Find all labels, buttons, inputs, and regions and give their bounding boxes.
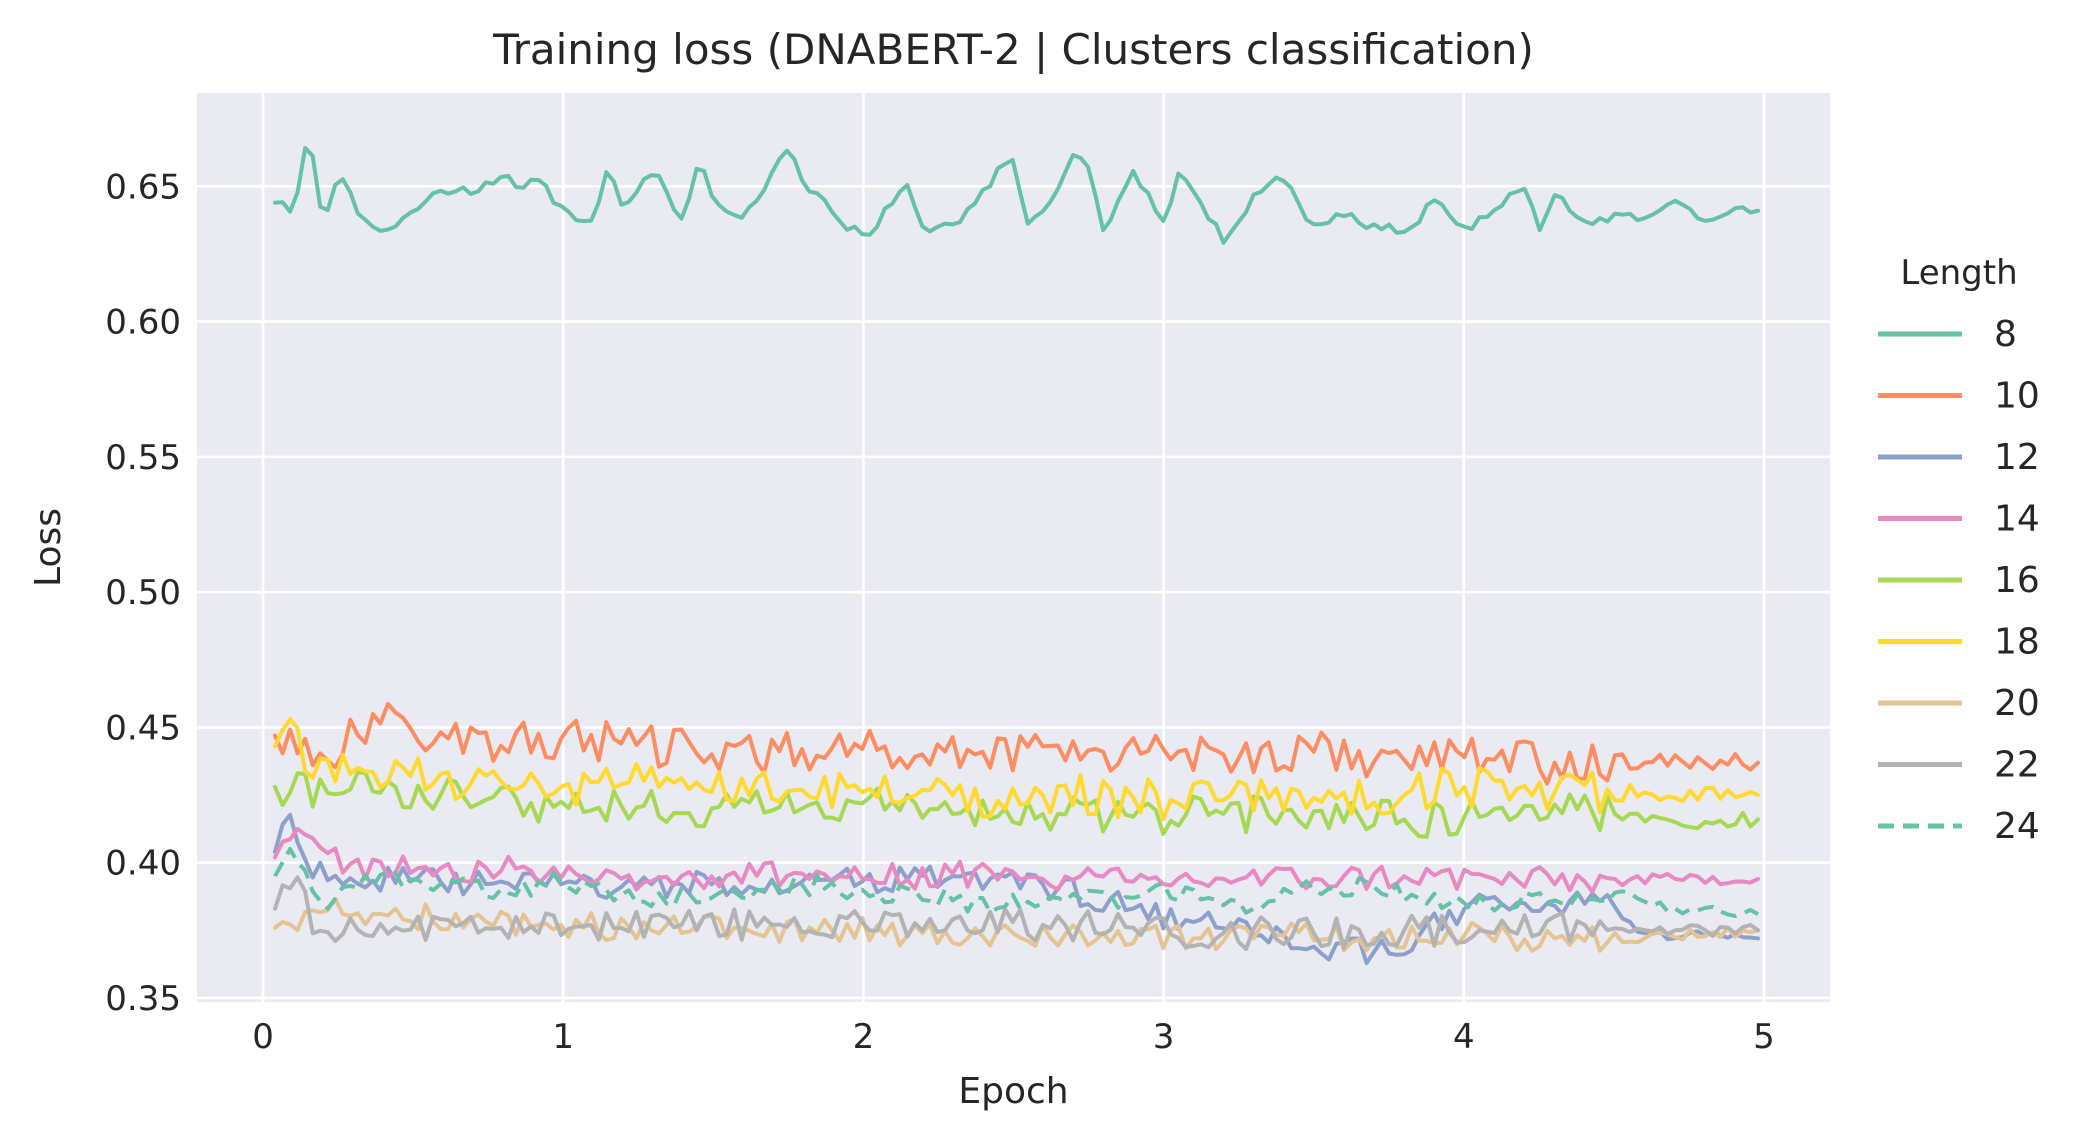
x-tick-label: 3 bbox=[1153, 1017, 1175, 1057]
series-lines bbox=[273, 146, 1760, 966]
series-line-24 bbox=[273, 847, 1759, 919]
plot-background bbox=[197, 93, 1830, 1002]
axis-ticks: 0 1 2 3 4 5 0.35 0.40 0.45 0.50 0.55 0.60 0.65 bbox=[105, 167, 1774, 1057]
series-line-8 bbox=[273, 146, 1760, 245]
series-line-14 bbox=[273, 826, 1760, 894]
legend-label-16: 16 bbox=[1994, 560, 2040, 601]
legend-label-20: 20 bbox=[1994, 683, 2040, 724]
legend-label-22: 22 bbox=[1994, 745, 2040, 786]
series-line-22 bbox=[273, 875, 1760, 951]
legend-label-10: 10 bbox=[1994, 376, 2040, 417]
y-tick-label: 0.65 bbox=[105, 167, 181, 207]
x-tick-label: 5 bbox=[1753, 1017, 1775, 1057]
x-tick-label: 4 bbox=[1453, 1017, 1475, 1057]
legend-label-18: 18 bbox=[1994, 622, 2040, 663]
y-tick-label: 0.40 bbox=[105, 844, 181, 884]
chart-title: Training loss (DNABERT-2 | Clusters clas… bbox=[492, 25, 1534, 74]
y-tick-label: 0.60 bbox=[105, 303, 181, 343]
y-tick-label: 0.55 bbox=[105, 438, 181, 478]
legend-label-24: 24 bbox=[1994, 806, 2040, 847]
x-tick-label: 1 bbox=[552, 1017, 574, 1057]
series-line-20 bbox=[273, 897, 1760, 953]
legend-label-14: 14 bbox=[1994, 499, 2040, 540]
series-line-18 bbox=[273, 717, 1760, 822]
y-tick-label: 0.35 bbox=[105, 979, 181, 1019]
x-tick-label: 0 bbox=[252, 1017, 274, 1057]
legend-label-12: 12 bbox=[1994, 437, 2040, 478]
series-line-16 bbox=[273, 770, 1760, 839]
series-line-10 bbox=[273, 701, 1760, 786]
y-tick-label: 0.45 bbox=[105, 708, 181, 748]
series-line-12 bbox=[273, 812, 1760, 966]
y-tick-label: 0.50 bbox=[105, 573, 181, 613]
legend: Length 8 10 12 14 16 18 20 22 24 bbox=[1878, 253, 2040, 847]
x-axis-label: Epoch bbox=[958, 1071, 1068, 1112]
legend-label-8: 8 bbox=[1994, 314, 2017, 355]
x-tick-label: 2 bbox=[853, 1017, 875, 1057]
y-axis-label: Loss bbox=[28, 508, 69, 587]
legend-title: Length bbox=[1900, 253, 2017, 293]
